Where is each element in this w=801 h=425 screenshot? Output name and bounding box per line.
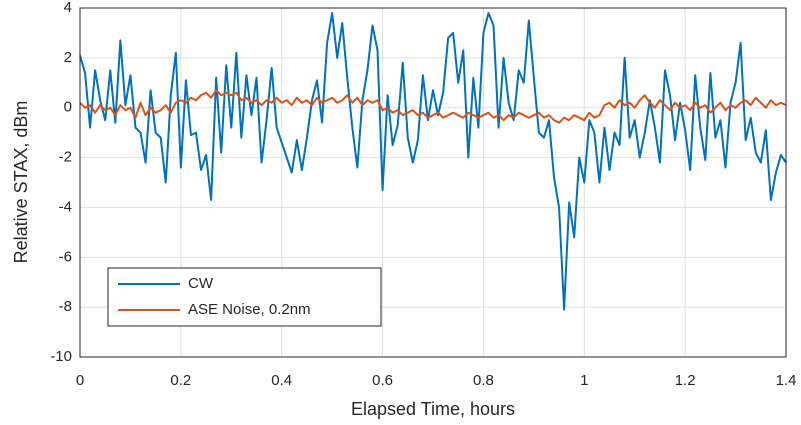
x-tick-label: 0.8	[473, 372, 494, 389]
y-tick-label: 0	[64, 99, 72, 116]
y-tick-label: -8	[59, 298, 72, 315]
y-tick-label: -4	[59, 198, 72, 215]
y-axis-label: Relative STAX, dBm	[11, 101, 31, 264]
data-line	[79, 11, 787, 311]
x-tick-label: 0.2	[170, 372, 191, 389]
legend-label: CW	[188, 275, 214, 292]
x-tick-label: 1	[580, 372, 588, 389]
legend-label: ASE Noise, 0.2nm	[188, 301, 311, 318]
y-tick-label: -2	[59, 149, 72, 166]
legend-box	[107, 267, 382, 327]
plot-frame	[79, 7, 787, 358]
data-line	[79, 89, 787, 124]
x-axis-label: Elapsed Time, hours	[351, 399, 515, 419]
y-tick-label: -6	[59, 248, 72, 265]
y-tick-label: -10	[50, 348, 72, 365]
y-tick-label: 4	[64, 0, 72, 16]
x-tick-label: 1.2	[675, 372, 696, 389]
x-tick-label: 1.4	[776, 372, 797, 389]
x-tick-label: 0.6	[372, 372, 393, 389]
x-tick-label: 0.4	[271, 372, 292, 389]
x-tick-label: 0	[76, 372, 84, 389]
y-tick-label: 2	[64, 49, 72, 66]
